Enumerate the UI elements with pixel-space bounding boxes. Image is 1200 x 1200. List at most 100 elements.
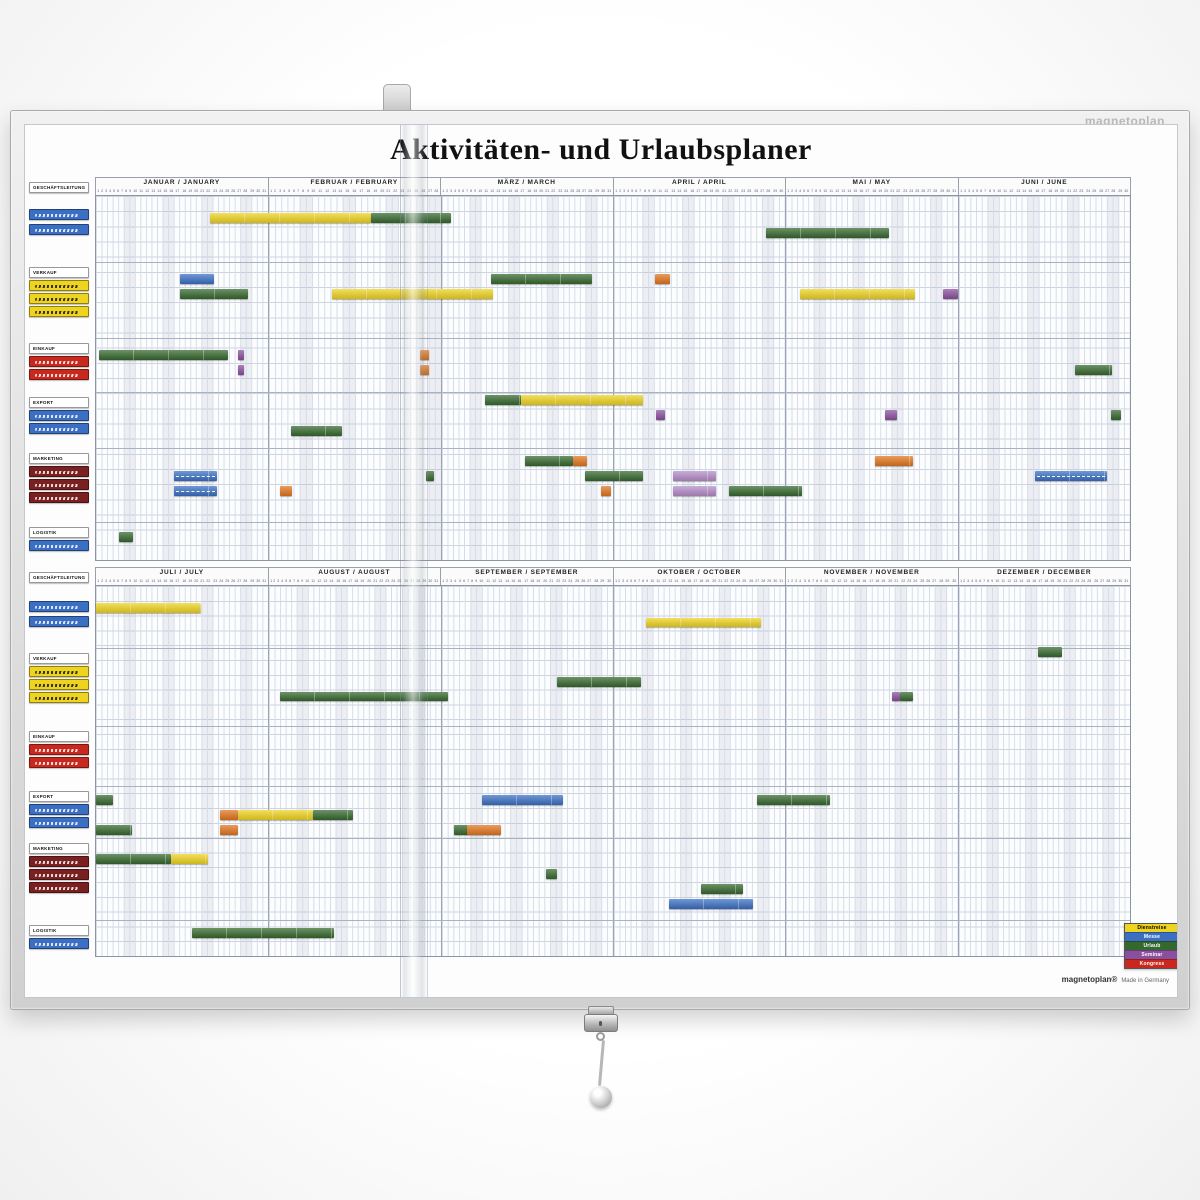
handwritten-name [35,428,79,431]
handwritten-name [35,298,79,301]
day-number-row: 1 2 3 4 5 6 7 8 9 10 11 12 13 14 15 16 17 18 19 20 21 22 23 24 2… [612,187,786,195]
name-strip [29,869,89,880]
activity-bar [557,676,641,687]
department-label: GESCHÄFTSLEITUNG [29,572,89,583]
name-strip [29,938,89,949]
department-label: EINKAUF [29,343,89,354]
key-ring [596,1032,605,1041]
activity-bar [96,602,202,613]
activity-bar [1111,410,1121,421]
activity-bar [237,364,244,375]
activity-bar [179,273,214,284]
activity-bar [1037,647,1062,657]
activity-bar [800,289,915,300]
day-number-row: 1 2 3 4 5 6 7 8 9 10 11 12 13 14 15 16 17 18 19 20 21 22 23 24 2… [267,187,441,195]
name-strip [29,692,89,703]
activity-bar [192,928,334,939]
made-in: Made in Germany [1121,978,1169,984]
name-strip [29,856,89,867]
handwritten-name [35,545,79,548]
activity-bar [425,471,435,482]
department-label: MARKETING [29,453,89,464]
group-separator [96,920,1130,921]
activity-bar [668,898,753,909]
month-label: SEPTEMBER / SEPTEMBER [440,568,613,577]
activity-bar [280,691,448,702]
name-strip [29,601,89,612]
month-header: JULI / JULY AUGUST / AUGUST SEPTEMBER / SE… [95,567,1131,577]
group-separator [96,648,1130,649]
handwritten-name [35,285,79,288]
day-number-row: 1 2 3 4 5 6 7 8 9 10 11 12 13 14 15 16 17 18 19 20 21 22 23 24 2… [440,577,613,585]
activity-bar [700,884,744,894]
legend-item: Messe [1125,932,1177,941]
handwritten-name [35,861,79,864]
activity-bar [672,486,717,497]
month-label: OKTOBER / OCTOBER [612,568,786,577]
activity-bar [419,364,429,375]
name-strip [29,423,89,434]
handwritten-name [35,621,79,624]
activity-bar [291,425,343,436]
planner-board: magnetoplan Aktivitäten- und Urlaubsplan… [10,110,1190,1010]
legend: Dienstreise Messe Urlaub Seminar Kongress [1124,923,1177,969]
planner-grid-bottom [95,585,1131,957]
name-strip [29,410,89,421]
lock-and-key [578,1006,626,1121]
activity-bar [179,289,248,300]
month-column [957,586,1130,956]
activity-bar [656,410,665,421]
day-number-row: 1 2 3 4 5 6 7 8 9 10 11 12 13 14 15 16 17 18 19 20 21 22 23 24 2… [957,577,1131,585]
department-label: MARKETING [29,843,89,854]
activity-bar [572,455,588,466]
department-label: EXPORT [29,397,89,408]
name-strip [29,757,89,768]
group-separator [96,522,1130,523]
department-label: LOGISTIK [29,925,89,936]
name-strip [29,356,89,367]
month-column [268,196,441,560]
activity-bar [490,273,593,284]
month-label: DEZEMBER / DECEMBER [957,568,1131,577]
activity-bar [545,869,558,879]
month-label: MÄRZ / MARCH [440,178,613,187]
activity-bar [173,471,217,482]
activity-bar [646,617,761,628]
key-shaft [598,1039,605,1087]
legend-item: Dienstreise [1125,924,1177,932]
brand-name: magnetoplan® [1061,975,1118,984]
name-strip [29,280,89,291]
handwritten-name [35,809,79,812]
legend-item: Urlaub [1125,941,1177,950]
name-strip [29,369,89,380]
day-number-row: 1 2 3 4 5 6 7 8 9 10 11 12 13 14 15 16 17 18 19 20 21 22 23 24 2… [267,577,441,585]
activity-bar [1075,364,1113,375]
group-separator [96,726,1130,727]
activity-bar [600,486,611,497]
activity-bar [585,471,643,482]
group-separator [96,338,1130,339]
department-label: VERKAUF [29,653,89,664]
activity-bar [173,486,217,497]
activity-bar [280,486,293,497]
activity-bar [884,410,898,421]
handwritten-name [35,374,79,377]
month-column [957,196,1130,560]
activity-bar [118,531,134,542]
half-jan-jun: GESCHÄFTSLEITUNG VERKAUF EINKAUF EXPORT MARK… [25,177,1177,561]
group-separator [96,262,1130,263]
handwritten-name [35,762,79,765]
activity-bar [96,795,113,805]
handwritten-name [35,697,79,700]
activity-bar [756,795,831,805]
month-column [613,196,786,560]
month-label: JULI / JULY [159,569,204,576]
department-label: GESCHÄFTSLEITUNG [29,182,89,193]
handwritten-name [35,415,79,418]
month-label: JANUAR / JANUARY [143,179,220,186]
month-label: NOVEMBER / NOVEMBER [785,568,958,577]
handwritten-name [35,874,79,877]
activity-bar [467,824,502,835]
name-strip [29,817,89,828]
name-strip [29,540,89,551]
